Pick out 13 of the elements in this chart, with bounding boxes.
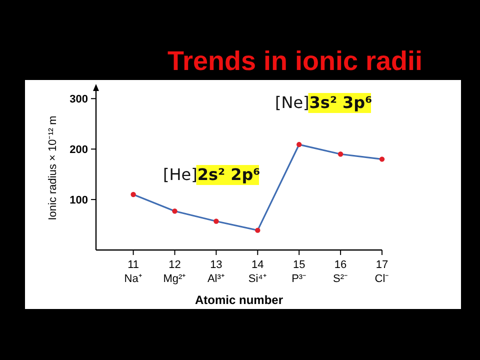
x-tick-label: 13 Al³⁺ — [207, 259, 225, 285]
x-tick-label: 11 Na⁺ — [124, 259, 142, 285]
x-tick-label: 17 Cl⁻ — [374, 259, 390, 285]
chart-title: Trends in ionic radii — [167, 46, 423, 76]
y-tick-label: 100 — [70, 194, 88, 206]
y-axis-title: Ionic radius × 10⁻¹² m — [47, 116, 59, 220]
y-tick-label: 200 — [70, 144, 88, 156]
x-tick-label: 14 Si⁴⁺ — [248, 259, 267, 285]
x-tick-label: 16 S²⁻ — [333, 259, 348, 285]
x-axis-title: Atomic number — [194, 293, 284, 307]
y-tick-label: 300 — [70, 93, 88, 106]
x-tick-label: 12 Mg²⁺ — [163, 259, 186, 285]
x-tick-label: 15 P³⁻ — [292, 259, 307, 285]
